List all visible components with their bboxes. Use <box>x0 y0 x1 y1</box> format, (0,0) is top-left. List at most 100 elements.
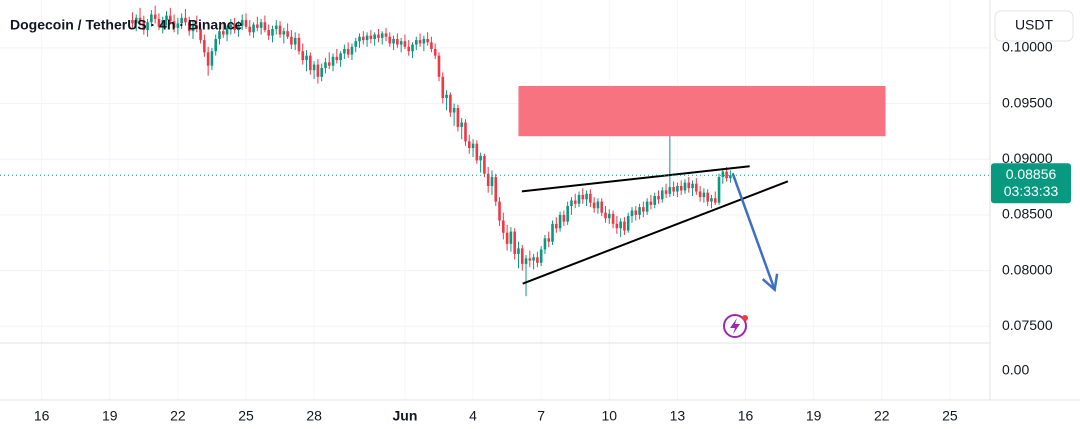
candle-body <box>668 187 672 194</box>
candle-body <box>229 24 233 28</box>
candle-body <box>683 182 687 191</box>
supply-zone <box>518 85 886 137</box>
candle-body <box>460 122 463 127</box>
candle-body <box>377 34 380 38</box>
candle-body <box>335 56 339 61</box>
candle-body <box>713 198 717 203</box>
x-tick-label: 22 <box>170 408 186 424</box>
candle-body <box>150 14 153 23</box>
candle-body <box>449 94 452 113</box>
x-tick-label: 16 <box>738 408 754 424</box>
currency-label[interactable]: USDT <box>1015 17 1054 33</box>
y-tick-label: 0.09000 <box>1002 150 1053 166</box>
candle-body <box>607 213 611 219</box>
candle-body <box>362 36 365 41</box>
candle-body <box>543 238 547 250</box>
candle-body <box>630 210 634 217</box>
candle-body <box>297 37 301 52</box>
candle-body <box>418 40 422 44</box>
candles <box>131 5 732 297</box>
candle-body <box>218 31 221 39</box>
candle-body <box>691 183 694 189</box>
y-tick-label: 0.07500 <box>1002 317 1053 333</box>
trend-line <box>522 180 789 285</box>
candle-body <box>256 24 259 28</box>
candle-body <box>146 22 149 31</box>
icon <box>723 314 748 338</box>
grid <box>0 47 990 327</box>
candle-body <box>623 221 626 231</box>
candle-body <box>293 37 297 45</box>
candle-body <box>286 31 289 37</box>
candle-body <box>687 182 691 189</box>
candle-body <box>161 20 165 27</box>
candle-body <box>547 238 551 242</box>
candle-body <box>433 49 437 56</box>
candle-body <box>638 207 641 215</box>
candle-body <box>430 42 433 49</box>
candle-body <box>187 22 191 32</box>
x-tick-label: 4 <box>469 408 477 424</box>
candle-body <box>225 27 229 35</box>
candle-body <box>305 55 308 61</box>
candle-body <box>626 216 630 231</box>
currency-button[interactable] <box>994 10 1074 42</box>
candle-body <box>426 38 429 43</box>
candle-body <box>411 44 414 52</box>
candle-body <box>585 193 588 200</box>
candle-body <box>180 17 183 24</box>
candle-body <box>642 207 645 212</box>
candle-body <box>252 24 255 33</box>
candle-body <box>358 36 361 42</box>
candle-body <box>475 143 479 161</box>
candle-body <box>380 33 384 38</box>
candle-body <box>274 25 278 29</box>
candle-body <box>505 232 509 244</box>
candle-body <box>653 196 657 205</box>
candle-body <box>165 15 168 21</box>
candle-body <box>649 201 653 205</box>
x-tick-label: Jun <box>392 408 417 424</box>
candle-body <box>573 200 577 204</box>
candle-body <box>645 201 649 212</box>
candle-body <box>562 214 566 222</box>
candle-body <box>267 30 270 36</box>
candle-body <box>437 55 441 77</box>
candle-body <box>339 53 342 61</box>
candle-body <box>657 196 660 200</box>
candle-body <box>592 202 596 209</box>
candle-body <box>320 67 323 77</box>
candle-body <box>331 56 335 66</box>
candle-body <box>191 25 195 32</box>
candle-body <box>388 36 392 44</box>
candle-body <box>600 201 604 213</box>
x-tick-label: 25 <box>942 408 958 424</box>
candle-body <box>706 192 709 202</box>
candle-body <box>131 20 134 24</box>
candle-body <box>570 200 573 207</box>
candle-body <box>634 210 638 215</box>
candle-body <box>210 51 214 66</box>
candle-body <box>539 249 543 263</box>
candle-body <box>566 206 569 222</box>
candle-body <box>350 46 354 55</box>
candle-body <box>581 194 585 200</box>
candle-body <box>695 183 698 192</box>
candle-body <box>237 25 240 31</box>
candle-body <box>717 177 721 203</box>
candle-body <box>490 177 494 186</box>
arrow-line <box>731 172 776 291</box>
x-tick-label: 25 <box>238 408 254 424</box>
candle-body <box>259 22 263 28</box>
trend-line <box>521 165 750 193</box>
candle-body <box>312 64 316 71</box>
candle-body <box>710 198 713 202</box>
candle-body <box>672 187 675 192</box>
price-label: 0.08856 <box>1006 166 1057 182</box>
candle-body <box>414 40 418 45</box>
candle-body <box>263 22 267 31</box>
candle-body <box>278 25 282 35</box>
candle-body <box>214 38 218 52</box>
candle-body <box>271 28 274 36</box>
candle-body <box>577 194 581 204</box>
